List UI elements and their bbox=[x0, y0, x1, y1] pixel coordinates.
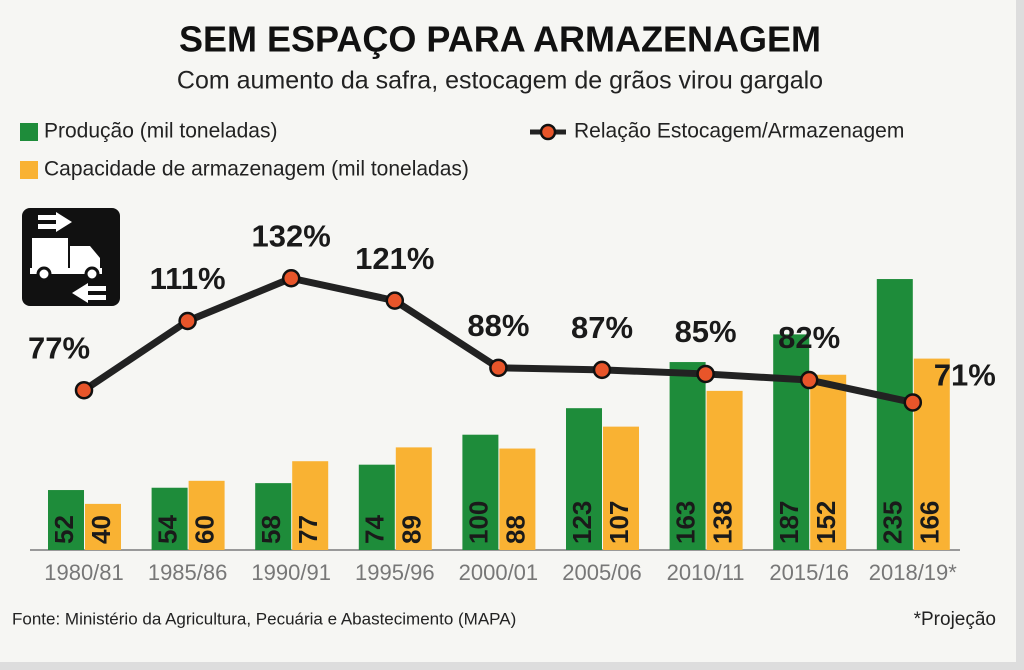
line-value-label: 82% bbox=[778, 320, 840, 355]
bar-value-label: 152 bbox=[811, 501, 841, 544]
bar-value-label: 138 bbox=[707, 501, 737, 544]
note: *Projeção bbox=[914, 609, 996, 630]
x-tick-label: 2015/16 bbox=[769, 560, 849, 585]
bar bbox=[255, 483, 292, 550]
legend-marker bbox=[539, 123, 557, 141]
bar bbox=[566, 408, 602, 550]
bar-value-label: 88 bbox=[500, 515, 530, 544]
line-marker bbox=[799, 370, 819, 390]
bar bbox=[358, 464, 395, 550]
bar-value-label: 58 bbox=[256, 515, 286, 544]
line-value-label: 88% bbox=[467, 308, 529, 343]
x-tick-label: 2000/01 bbox=[459, 560, 539, 585]
bar-value-label: 166 bbox=[915, 501, 945, 544]
line-value-label: 71% bbox=[934, 358, 996, 393]
bar-value-label: 235 bbox=[878, 501, 908, 544]
chart-subtitle: Com aumento da safra, estocagem de grãos… bbox=[177, 67, 823, 95]
x-tick-label: 1995/96 bbox=[355, 560, 435, 585]
line-marker bbox=[281, 268, 301, 288]
x-tick-label: 2010/11 bbox=[667, 560, 745, 585]
bar-value-label: 52 bbox=[49, 515, 79, 544]
bar bbox=[499, 448, 536, 550]
bar bbox=[395, 447, 432, 550]
bar-value-label: 107 bbox=[604, 501, 634, 544]
line-marker bbox=[178, 311, 197, 331]
line-marker bbox=[592, 360, 612, 380]
bar bbox=[603, 426, 639, 550]
bar bbox=[188, 480, 225, 550]
bar-value-label: 40 bbox=[86, 515, 116, 544]
bar-value-label: 60 bbox=[189, 515, 219, 544]
chart-title: SEM ESPAÇO PARA ARMAZENAGEM bbox=[179, 19, 821, 60]
x-tick-label: 1980/81 bbox=[44, 560, 124, 585]
bar-value-label: 77 bbox=[293, 515, 323, 544]
bar bbox=[462, 434, 499, 550]
legend-label: Capacidade de armazenagem (mil toneladas… bbox=[44, 158, 469, 181]
legend-swatch bbox=[20, 123, 38, 141]
bar-value-label: 187 bbox=[774, 501, 804, 544]
line-marker bbox=[903, 393, 923, 412]
bar bbox=[706, 390, 743, 550]
line-marker bbox=[696, 364, 715, 384]
source: Fonte: Ministério da Agricultura, Pecuár… bbox=[12, 609, 516, 628]
line-value-label: 111% bbox=[150, 261, 226, 296]
legend-swatch bbox=[20, 161, 38, 179]
legend-label: Relação Estocagem/Armazenagem bbox=[574, 120, 904, 143]
bar bbox=[913, 358, 950, 550]
bar-value-label: 100 bbox=[463, 501, 493, 544]
bar-value-label: 123 bbox=[567, 501, 597, 544]
bar bbox=[810, 374, 847, 550]
line-marker bbox=[489, 358, 508, 378]
bar-value-label: 74 bbox=[360, 515, 390, 544]
bar bbox=[151, 487, 188, 550]
x-tick-label: 2005/06 bbox=[562, 560, 642, 585]
bar-value-label: 89 bbox=[397, 515, 427, 544]
bar bbox=[669, 362, 706, 550]
x-tick-label: 1990/91 bbox=[251, 560, 331, 585]
line-value-label: 85% bbox=[675, 314, 737, 349]
icon bbox=[22, 208, 120, 306]
x-tick-label: 1985/86 bbox=[148, 560, 228, 585]
bar-value-label: 163 bbox=[670, 501, 700, 544]
x-tick-label: 2018/19* bbox=[869, 560, 958, 585]
line-value-label: 77% bbox=[28, 330, 90, 365]
bar-value-label: 54 bbox=[152, 515, 182, 544]
legend-label: Produção (mil toneladas) bbox=[44, 120, 277, 143]
line-value-label: 87% bbox=[571, 310, 633, 345]
line-value-label: 121% bbox=[355, 241, 434, 276]
bar bbox=[292, 461, 329, 550]
line-marker bbox=[74, 380, 94, 400]
bar bbox=[773, 334, 810, 550]
bar bbox=[876, 279, 913, 550]
bar bbox=[48, 490, 84, 550]
line-marker bbox=[385, 291, 405, 310]
line-value-label: 132% bbox=[252, 218, 331, 253]
bar bbox=[85, 503, 121, 550]
